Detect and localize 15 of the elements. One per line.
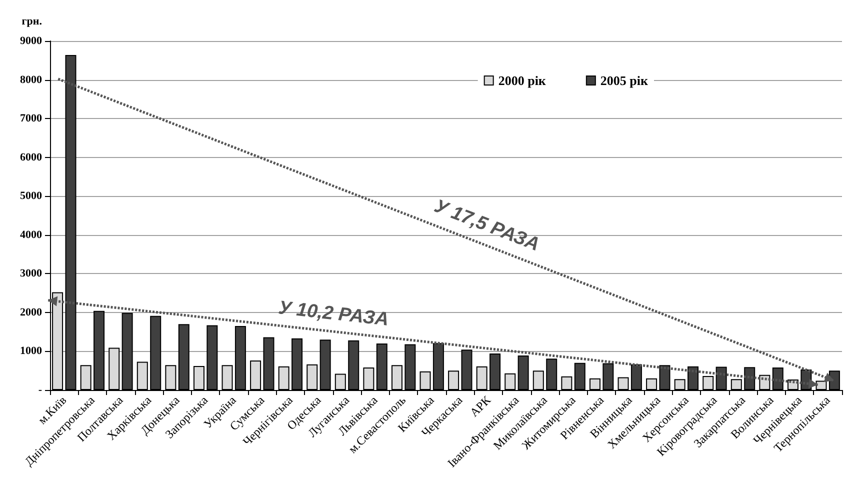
y-tick-label: 6000	[20, 151, 42, 164]
y-tick-label: -	[38, 384, 42, 396]
y-axis-title: грн.	[22, 16, 42, 28]
y-tick-label: 5000	[20, 190, 42, 202]
legend-label: 2000 рік	[498, 73, 546, 88]
y-tick-label: 4000	[20, 228, 42, 241]
y-tick-label: 7000	[20, 112, 42, 125]
y-tick-label: 1000	[20, 345, 42, 358]
y-tick-label: 3000	[20, 268, 42, 280]
y-tick-label: 9000	[20, 35, 42, 47]
annotation: У 17,5 РАЗА	[431, 196, 542, 256]
legend-label: 2005 рік	[600, 73, 649, 88]
y-tick-label: 2000	[20, 306, 42, 318]
y-tick-label: 8000	[20, 74, 42, 86]
annotation: У 10,2 РАЗА	[277, 298, 390, 331]
